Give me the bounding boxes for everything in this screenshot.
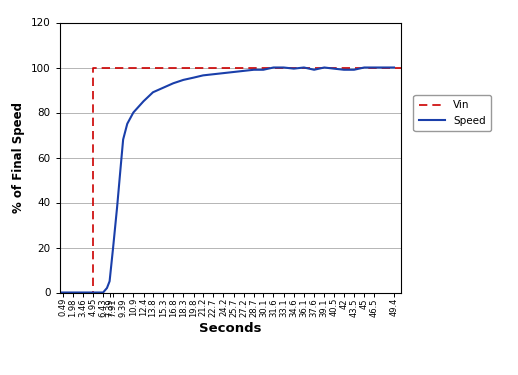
Speed: [100, 290, 106, 295]
Speed: [114, 205, 120, 209]
Speed: [104, 286, 110, 290]
Speed: [118, 166, 124, 171]
Speed: [60, 290, 66, 295]
Speed: [130, 110, 136, 115]
Speed: [134, 106, 140, 110]
Speed: [170, 81, 177, 86]
Speed: [270, 65, 277, 70]
Speed: [210, 72, 217, 76]
Vin: [56, 290, 63, 295]
Line: Speed: Speed: [60, 68, 394, 292]
Speed: [291, 66, 297, 71]
Speed: [330, 66, 337, 71]
Speed: [90, 290, 96, 295]
Speed: [240, 69, 247, 73]
Speed: [251, 68, 257, 72]
Speed: [107, 279, 113, 284]
Speed: [97, 290, 103, 295]
Vin: [398, 65, 405, 70]
Speed: [160, 86, 166, 90]
Speed: [281, 65, 287, 70]
Speed: [311, 68, 317, 72]
X-axis label: Seconds: Seconds: [199, 322, 262, 335]
Speed: [361, 65, 367, 70]
Speed: [341, 68, 347, 72]
Speed: [260, 68, 266, 72]
Speed: [191, 75, 197, 80]
Speed: [180, 78, 186, 82]
Speed: [150, 90, 156, 94]
Speed: [140, 99, 147, 104]
Speed: [321, 65, 327, 70]
Speed: [200, 73, 206, 78]
Speed: [301, 65, 307, 70]
Speed: [124, 122, 131, 126]
Vin: [90, 290, 96, 295]
Speed: [231, 70, 237, 74]
Speed: [391, 65, 397, 70]
Speed: [94, 290, 100, 295]
Speed: [110, 245, 116, 250]
Speed: [120, 137, 126, 142]
Speed: [56, 290, 63, 295]
Line: Vin: Vin: [60, 68, 401, 292]
Speed: [70, 290, 76, 295]
Speed: [80, 290, 86, 295]
Speed: [371, 65, 378, 70]
Legend: Vin, Speed: Vin, Speed: [413, 95, 491, 131]
Y-axis label: % of Final Speed: % of Final Speed: [12, 102, 25, 213]
Speed: [220, 71, 226, 75]
Vin: [90, 65, 96, 70]
Speed: [351, 68, 357, 72]
